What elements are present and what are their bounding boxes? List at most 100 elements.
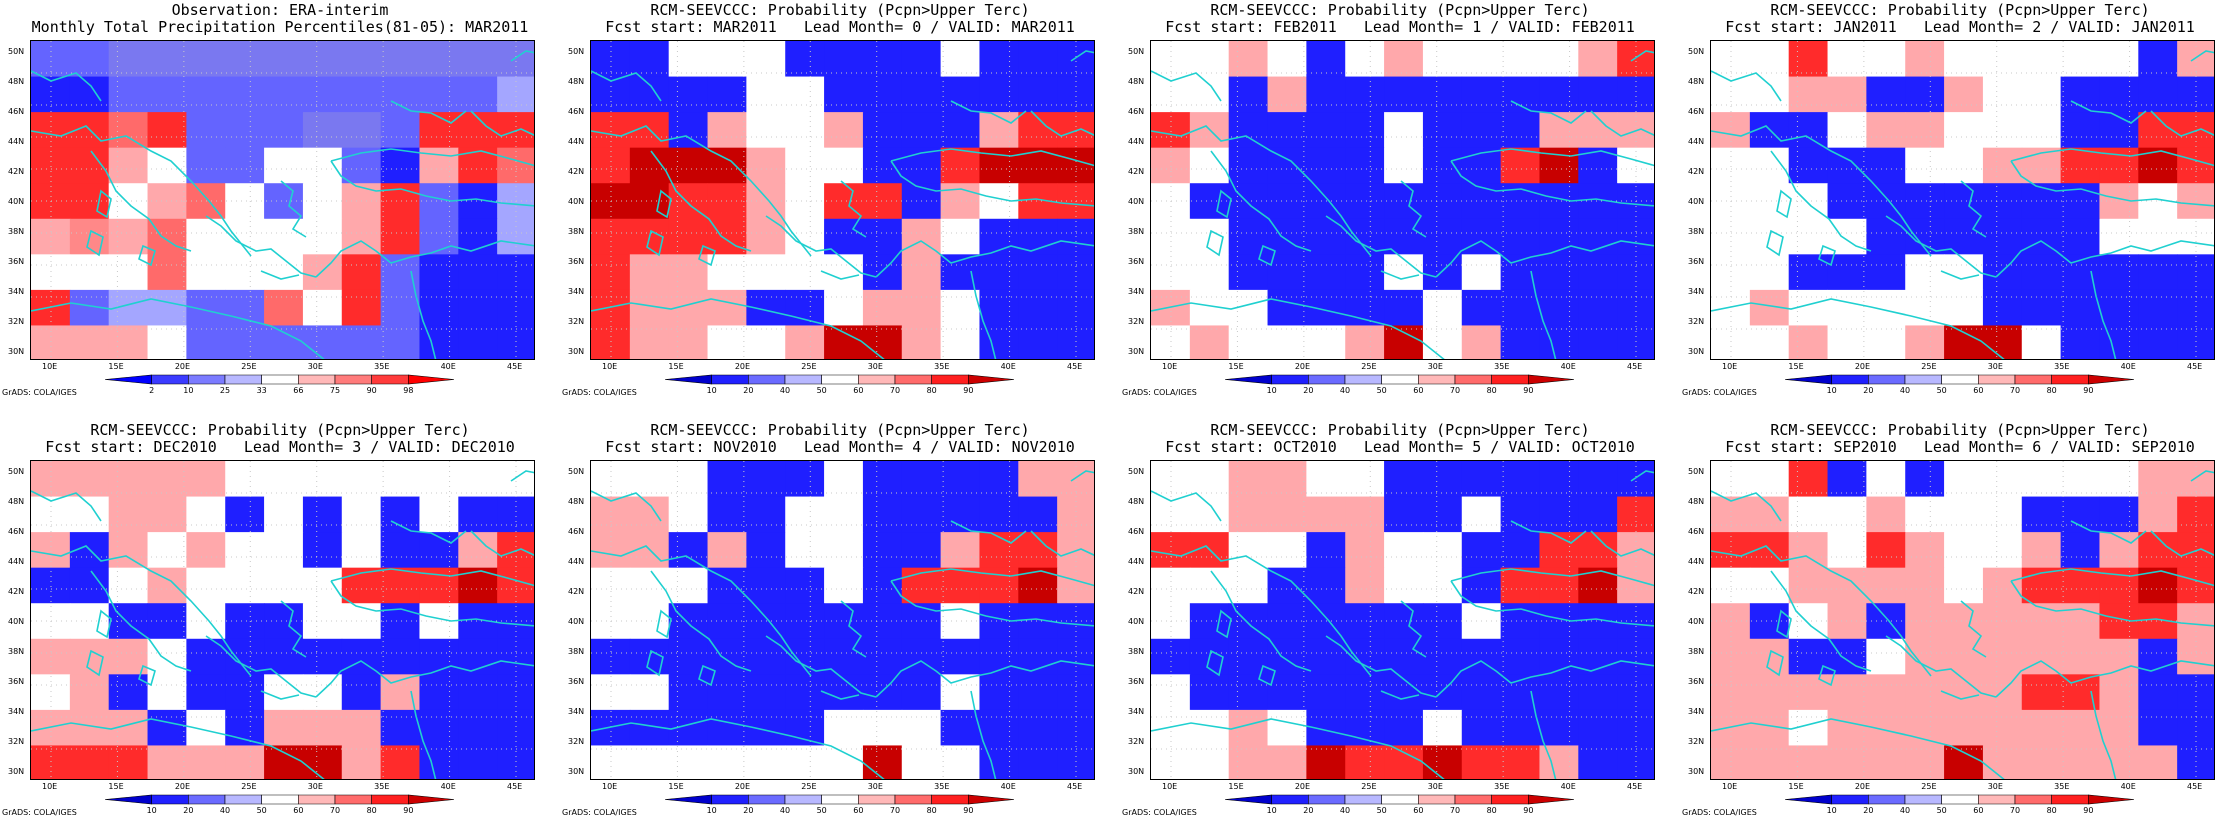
coastline bbox=[840, 180, 867, 238]
lon-tick-label: 45E bbox=[507, 362, 523, 371]
lon-tick-label: 25E bbox=[801, 362, 817, 371]
coastline bbox=[86, 229, 104, 257]
grads-credit: GrADS: COLA/IGES bbox=[1122, 808, 1197, 817]
grid-cell bbox=[1982, 709, 2023, 746]
grid-cell bbox=[1189, 41, 1230, 78]
grid-cell bbox=[1905, 76, 1945, 113]
grid-cell bbox=[2021, 254, 2062, 291]
lat-tick-label: 30N bbox=[8, 767, 25, 776]
grid-cell bbox=[2138, 709, 2178, 746]
panel-title-line2: Fcst start: MAR2011 Lead Month= 0 / VALI… bbox=[605, 18, 1075, 36]
grid-cell bbox=[1189, 496, 1230, 533]
coastline bbox=[1510, 100, 1587, 124]
grid-cell bbox=[1866, 112, 1906, 149]
grid-cell bbox=[1788, 567, 1829, 604]
grid-cell bbox=[1267, 254, 1307, 291]
grid-cell bbox=[591, 147, 631, 184]
grid-cell bbox=[1866, 254, 1906, 291]
grid-cell bbox=[2177, 325, 2214, 359]
grid-cell bbox=[1578, 41, 1618, 78]
grid-cell bbox=[1982, 638, 2023, 675]
lon-tick-label: 10E bbox=[42, 362, 58, 371]
coastline bbox=[410, 270, 437, 359]
grid-cell bbox=[1057, 254, 1094, 291]
grid-cell bbox=[1151, 112, 1191, 149]
coastline bbox=[1151, 718, 1445, 779]
grid-cell bbox=[1422, 709, 1463, 746]
grid-cell bbox=[1982, 745, 2023, 779]
coastline bbox=[1766, 229, 1784, 257]
map-frame bbox=[1710, 40, 2215, 360]
lat-tick-label: 42N bbox=[1688, 587, 1705, 596]
grid-cell bbox=[629, 76, 670, 113]
lat-tick-label: 42N bbox=[1128, 587, 1145, 596]
grid-cell bbox=[1018, 289, 1058, 326]
grid-cell bbox=[1905, 112, 1945, 149]
colorbar-label: 50 bbox=[1936, 806, 1947, 815]
grid-cell bbox=[108, 41, 149, 78]
grid-cell bbox=[1422, 76, 1463, 113]
lat-tick-label: 36N bbox=[568, 257, 585, 266]
grid-cell bbox=[1827, 183, 1867, 220]
grid-cell bbox=[1749, 147, 1790, 184]
grid-cell bbox=[824, 496, 864, 533]
grid-cell bbox=[629, 325, 670, 359]
lat-tick-label: 32N bbox=[1128, 317, 1145, 326]
grid-cell bbox=[302, 76, 343, 113]
coastline bbox=[1258, 244, 1276, 267]
lat-tick-label: 48N bbox=[568, 497, 585, 506]
colorbar-label: 10 bbox=[1266, 806, 1277, 815]
grid-cell bbox=[1228, 147, 1269, 184]
colorbar-segment bbox=[151, 794, 189, 805]
coastline bbox=[1151, 70, 1222, 102]
grid-cell bbox=[785, 496, 825, 533]
grid-cell bbox=[1500, 76, 1540, 113]
colorbar-segment bbox=[1941, 794, 1979, 805]
coastline bbox=[86, 649, 104, 677]
grid-cell bbox=[1018, 41, 1058, 78]
lat-tick-label: 32N bbox=[568, 317, 585, 326]
coastline bbox=[2150, 110, 2214, 137]
grid-cell bbox=[302, 147, 343, 184]
panel-title-line2: Fcst start: NOV2010 Lead Month= 4 / VALI… bbox=[605, 438, 1075, 456]
grid-cell bbox=[497, 325, 534, 359]
grid-cell bbox=[785, 567, 825, 604]
grid-cell bbox=[1018, 745, 1058, 779]
colorbar-segment bbox=[105, 374, 152, 385]
lon-tick-label: 25E bbox=[1921, 782, 1937, 791]
grid-cell bbox=[264, 709, 304, 746]
grid-cell bbox=[1189, 745, 1230, 779]
grid-cell bbox=[862, 532, 903, 569]
grid-cell bbox=[1500, 567, 1540, 604]
grid-cell bbox=[1422, 41, 1463, 78]
coastline bbox=[90, 150, 192, 252]
coastline bbox=[1206, 649, 1224, 677]
grid-cell bbox=[1461, 76, 1502, 113]
grid-cell bbox=[1944, 532, 1984, 569]
grid-cell bbox=[707, 709, 747, 746]
colorbar-segment bbox=[188, 794, 226, 805]
grid-cell bbox=[264, 461, 304, 498]
grid-cell bbox=[1422, 638, 1463, 675]
grid-cell bbox=[1982, 41, 2023, 78]
grid-cell bbox=[1982, 461, 2023, 498]
lat-tick-label: 38N bbox=[568, 647, 585, 656]
grid-cell bbox=[707, 183, 747, 220]
lon-tick-label: 10E bbox=[42, 782, 58, 791]
lon-tick-label: 20E bbox=[174, 362, 191, 371]
lat-tick-label: 30N bbox=[8, 347, 25, 356]
lat-tick-label: 34N bbox=[8, 287, 25, 296]
grid-cell bbox=[1539, 638, 1579, 675]
grid-cell bbox=[1422, 112, 1463, 149]
lon-tick-label: 10E bbox=[1162, 782, 1178, 791]
grid-cell bbox=[707, 532, 747, 569]
grid-cell bbox=[264, 567, 304, 604]
grid-cell bbox=[1422, 461, 1463, 498]
grid-cell bbox=[1827, 289, 1867, 326]
grid-cell bbox=[1461, 532, 1502, 569]
grid-cell bbox=[69, 496, 110, 533]
colorbar-segment bbox=[748, 374, 786, 385]
lon-tick-label: 10E bbox=[602, 362, 618, 371]
grid-cell bbox=[707, 41, 747, 78]
colorbar-label: 70 bbox=[1449, 386, 1461, 395]
